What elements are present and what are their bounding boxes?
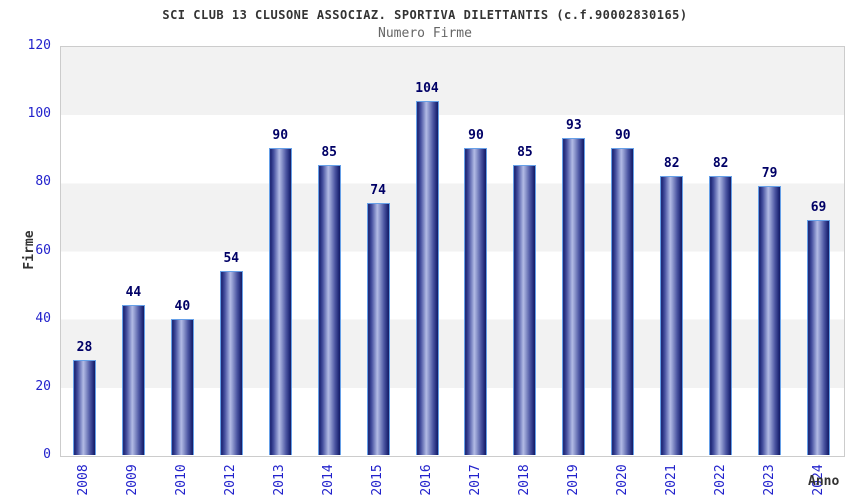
bar-value-label: 82 xyxy=(712,155,729,171)
chart-title: SCI CLUB 13 CLUSONE ASSOCIAZ. SPORTIVA D… xyxy=(162,8,688,22)
x-tick-label: 2021 xyxy=(663,464,679,496)
bar-value-label: 69 xyxy=(810,199,827,215)
x-tick-label: 2020 xyxy=(614,464,630,496)
bar xyxy=(219,270,243,455)
bar-value-label: 54 xyxy=(223,250,240,266)
bar-value-label: 28 xyxy=(76,339,93,355)
bar xyxy=(170,318,194,455)
bar-value-label: 82 xyxy=(663,155,680,171)
chart-subtitle: Numero Firme xyxy=(378,26,472,41)
bar xyxy=(464,148,488,455)
x-tick-label: 2008 xyxy=(76,464,92,496)
bar-value-label: 90 xyxy=(272,128,289,144)
bar-value-label: 74 xyxy=(370,182,386,198)
bar xyxy=(72,359,96,455)
bar xyxy=(611,148,635,455)
x-tick-label: 2017 xyxy=(467,464,483,496)
x-tick-label: 2022 xyxy=(712,464,728,496)
x-tick-label: 2014 xyxy=(321,464,337,496)
x-axis-title: Anno xyxy=(808,474,840,489)
x-tick-label: 2016 xyxy=(419,464,435,496)
bar-value-label: 90 xyxy=(614,128,631,144)
bar xyxy=(121,305,145,455)
y-tick-label: 0 xyxy=(43,447,51,462)
y-tick-label: 120 xyxy=(27,38,51,53)
y-tick-label: 100 xyxy=(27,106,51,122)
bar-value-label: 104 xyxy=(415,80,439,96)
y-tick-label: 20 xyxy=(35,378,51,394)
x-tick-label: 2012 xyxy=(223,464,239,496)
bar xyxy=(807,219,831,455)
bar xyxy=(758,185,782,455)
bar-value-label: 85 xyxy=(517,145,533,161)
bar xyxy=(709,175,733,455)
bar xyxy=(562,138,586,455)
bar xyxy=(513,165,537,455)
x-tick-label: 2010 xyxy=(174,464,190,496)
bar-value-label: 90 xyxy=(468,128,484,144)
bar-value-label: 85 xyxy=(321,145,337,161)
y-tick-label: 40 xyxy=(35,310,51,326)
y-tick-label: 80 xyxy=(35,174,51,190)
x-tick-label: 2019 xyxy=(565,464,581,496)
bar-value-label: 79 xyxy=(761,165,778,181)
bar-value-label: 44 xyxy=(125,285,142,301)
bar-value-label: 40 xyxy=(174,298,191,314)
x-tick-label: 2009 xyxy=(125,464,141,496)
bar xyxy=(366,202,390,455)
bar xyxy=(317,165,341,455)
x-tick-label: 2013 xyxy=(272,464,288,496)
y-tick-label: 60 xyxy=(35,242,51,258)
bar xyxy=(660,175,684,455)
bar xyxy=(268,148,292,455)
x-tick-label: 2018 xyxy=(516,464,532,496)
bar xyxy=(415,100,439,455)
x-tick-label: 2015 xyxy=(370,464,386,496)
bar-value-label: 93 xyxy=(566,118,582,134)
x-tick-label: 2023 xyxy=(761,464,777,496)
